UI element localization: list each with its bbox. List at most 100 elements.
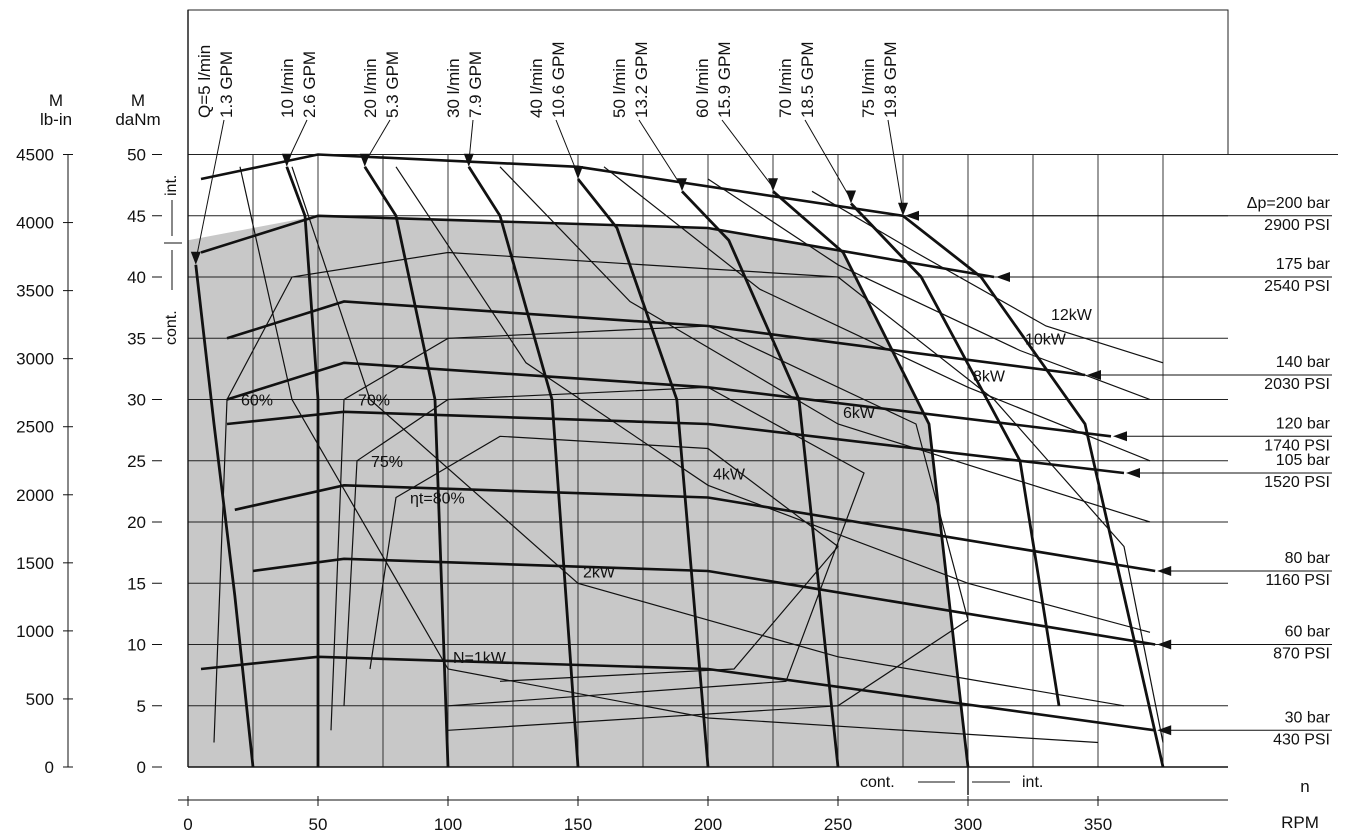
pressure-line-label: 120 bar — [1276, 415, 1331, 432]
y-tick-label: 45 — [127, 207, 146, 226]
pressure-line-arrowhead — [1157, 725, 1172, 736]
y-secondary-tick-label: 1500 — [16, 554, 54, 573]
pressure-line-label: 140 bar — [1276, 354, 1331, 371]
power-line — [811, 190, 1164, 364]
flow-line-label-secondary: 2.6 GPM — [300, 51, 319, 118]
x-tick-label: 0 — [183, 815, 192, 834]
flow-line — [680, 190, 840, 768]
pressure-line-arrowhead — [905, 210, 919, 221]
flow-line-label-secondary: 19.8 GPM — [881, 41, 900, 118]
y-axis-secondary-unit: lb-in — [40, 110, 72, 129]
flow-lines — [194, 166, 1165, 768]
efficiency-line — [369, 435, 839, 682]
flow-line-label: 75 l/min — [859, 58, 878, 118]
flow-line-arrowhead — [281, 153, 292, 167]
flow-line-label: 10 l/min — [278, 58, 297, 118]
y-secondary-tick-label: 2500 — [16, 418, 54, 437]
flow-line — [467, 166, 580, 768]
pressure-line — [226, 361, 1112, 438]
flow-line-leader — [804, 119, 852, 200]
efficiency-line — [330, 325, 969, 731]
flow-line-label: 30 l/min — [444, 58, 463, 118]
continuous-label-x: cont. — [860, 774, 895, 791]
intermittent-label-x: int. — [1022, 774, 1043, 791]
pressure-line-arrowhead — [1126, 468, 1140, 478]
flow-line — [772, 190, 970, 768]
pressure-line-label-secondary: 1520 PSI — [1264, 474, 1330, 491]
efficiency-line-label: 75% — [371, 454, 403, 471]
efficiency-line — [213, 251, 1164, 743]
x-tick-label: 350 — [1084, 815, 1112, 834]
flow-line-label: 60 l/min — [693, 58, 712, 118]
y-tick-label: 40 — [127, 268, 146, 287]
efficiency-line-label: 70% — [358, 393, 390, 410]
y-secondary-tick-label: 3000 — [16, 350, 54, 369]
pressure-line — [200, 153, 904, 218]
flow-line-label-secondary: 15.9 GPM — [715, 41, 734, 118]
pressure-line — [252, 557, 1156, 646]
power-line-label: 6kW — [843, 405, 876, 422]
power-line — [499, 166, 1151, 523]
pressure-line-label: 80 bar — [1285, 550, 1331, 567]
flow-line-arrowhead — [359, 153, 370, 167]
axes: 0 50 100 150 200 250 300 3500510152025303540455… — [16, 10, 1228, 834]
pressure-line — [200, 214, 995, 279]
y-secondary-tick-label: 4000 — [16, 214, 54, 233]
flow-line — [849, 202, 1061, 707]
pressure-line-label-secondary: 1740 PSI — [1264, 437, 1330, 454]
x-tick-label: 100 — [434, 815, 462, 834]
pressure-line-label-secondary: 870 PSI — [1273, 646, 1330, 663]
flow-line-arrowhead — [573, 166, 583, 179]
y-secondary-tick-label: 1000 — [16, 622, 54, 641]
flow-line-label-secondary: 5.3 GPM — [383, 51, 402, 118]
pressure-line-label: 175 bar — [1276, 256, 1331, 273]
x-tick-label: 50 — [309, 815, 328, 834]
flow-line-label: Q=5 l/min — [195, 45, 214, 118]
power-line — [239, 166, 1099, 744]
flow-line-leader — [195, 119, 225, 261]
power-line — [291, 166, 1125, 707]
flow-line-label: 40 l/min — [527, 58, 546, 118]
flow-line-leader — [721, 119, 774, 188]
intermittent-label-y: int. — [163, 175, 180, 196]
y-secondary-tick-label: 3500 — [16, 282, 54, 301]
flow-line-label-secondary: 13.2 GPM — [632, 41, 651, 118]
flow-line-arrowhead — [677, 178, 687, 192]
flow-line — [363, 166, 450, 768]
flow-line-label-secondary: 7.9 GPM — [466, 51, 485, 118]
y-tick-label: 15 — [127, 574, 146, 593]
flow-line-label-secondary: 10.6 GPM — [549, 41, 568, 118]
x-tick-label: 200 — [694, 815, 722, 834]
y-axis-left-unit: daNm — [115, 110, 160, 129]
power-line-label: 8kW — [973, 368, 1006, 385]
y-tick-label: 10 — [127, 636, 146, 655]
power-line — [395, 166, 1151, 633]
power-line-label: 2kW — [583, 564, 616, 581]
pressure-line-label-secondary: 430 PSI — [1273, 731, 1330, 748]
y-tick-label: 5 — [137, 697, 146, 716]
pressure-line — [200, 655, 1156, 732]
flow-line — [194, 264, 255, 768]
pressure-line-label-secondary: 2540 PSI — [1264, 278, 1330, 295]
y-secondary-tick-label: 500 — [26, 690, 54, 709]
y-tick-label: 30 — [127, 391, 146, 410]
pressure-line-arrowhead — [1113, 431, 1127, 442]
y-tick-label: 50 — [127, 146, 146, 165]
pressure-line-arrowhead — [1157, 566, 1172, 576]
pressure-line-label: 60 bar — [1285, 624, 1331, 641]
flow-line-label: 20 l/min — [361, 58, 380, 118]
y-axis-secondary-label: M — [49, 91, 63, 110]
y-secondary-tick-label: 4500 — [16, 146, 54, 165]
flow-line-label-secondary: 18.5 GPM — [798, 41, 817, 118]
flow-line — [285, 166, 320, 767]
flow-line-leader — [555, 119, 579, 176]
power-lines — [239, 166, 1164, 744]
pressure-line-label-secondary: 1160 PSI — [1265, 572, 1330, 589]
efficiency-line-label: ηt=80% — [410, 491, 465, 508]
flow-line-label-secondary: 1.3 GPM — [217, 51, 236, 118]
pressure-line — [234, 483, 1156, 573]
flow-line-arrowhead — [768, 178, 778, 192]
pressure-lines — [200, 153, 1156, 732]
flow-line-arrowhead — [898, 202, 908, 216]
pressure-line — [226, 300, 1086, 377]
